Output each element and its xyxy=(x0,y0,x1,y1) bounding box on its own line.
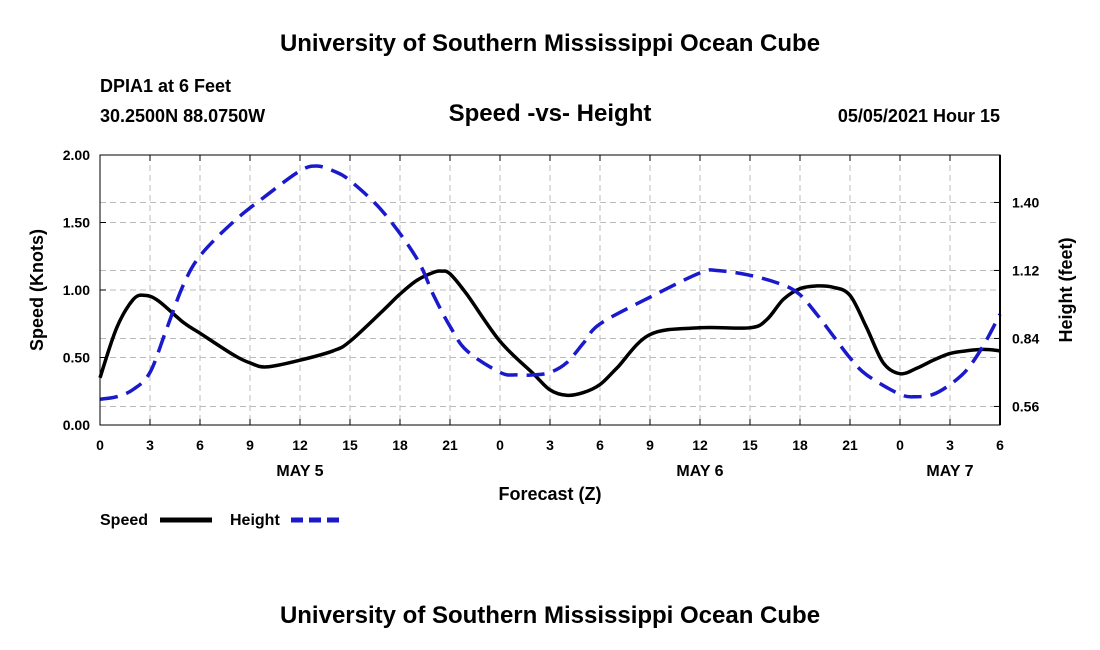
y-tick-label: 0.00 xyxy=(63,417,90,433)
grid-lines xyxy=(100,155,1000,425)
y2-tick-label: 0.56 xyxy=(1012,398,1039,414)
y2-tick-label: 0.84 xyxy=(1012,330,1039,346)
x-tick-label: 0 xyxy=(96,437,104,453)
x-tick-label: 21 xyxy=(842,437,858,453)
x-tick-label: 0 xyxy=(896,437,904,453)
x-tick-label: 18 xyxy=(392,437,408,453)
x-tick-label: 9 xyxy=(646,437,654,453)
x-tick-label: 21 xyxy=(442,437,458,453)
x-tick-label: 12 xyxy=(692,437,708,453)
forecast-timestamp: 05/05/2021 Hour 15 xyxy=(837,106,1000,126)
day-label: MAY 5 xyxy=(276,463,323,480)
x-tick-label: 3 xyxy=(146,437,154,453)
y-axis-label: Speed (Knots) xyxy=(27,229,47,351)
legend-height-label: Height xyxy=(230,512,280,529)
bottom-banner-title: University of Southern Mississippi Ocean… xyxy=(279,602,821,629)
x-axis-label: Forecast (Z) xyxy=(498,484,601,504)
y-tick-label: 0.50 xyxy=(63,350,90,366)
x-tick-label: 12 xyxy=(292,437,308,453)
x-tick-label: 18 xyxy=(792,437,808,453)
x-tick-label: 6 xyxy=(996,437,1004,453)
x-tick-label: 0 xyxy=(496,437,504,453)
x-tick-label: 15 xyxy=(742,437,758,453)
chart-title: Speed -vs- Height xyxy=(448,100,652,127)
y-tick-label: 1.50 xyxy=(63,215,90,231)
x-tick-label: 6 xyxy=(596,437,604,453)
series-lines xyxy=(98,164,1002,401)
y2-tick-label: 1.12 xyxy=(1012,262,1039,278)
station-name: DPIA1 at 6 Feet xyxy=(100,76,232,96)
y-tick-label: 2.00 xyxy=(63,147,90,163)
speed-height-chart: 0 3 6 9 12 15 18 21 0 3 6 9 12 15 18 21 0 3 6 0.00 0.50 1.00 1… xyxy=(27,147,1076,529)
x-tick-label: 6 xyxy=(196,437,204,453)
day-label: MAY 6 xyxy=(676,463,723,480)
y2-axis-label: Height (feet) xyxy=(1056,238,1076,343)
axis-ticks: 0 3 6 9 12 15 18 21 0 3 6 9 12 15 18 21 0 3 6 0.00 0.50 1.00 1… xyxy=(63,147,1040,480)
top-banner-title: University of Southern Mississippi Ocean… xyxy=(279,30,821,57)
y-tick-label: 1.00 xyxy=(63,282,90,298)
series-speed-line xyxy=(98,269,1001,398)
legend-speed-label: Speed xyxy=(100,512,148,529)
x-tick-label: 3 xyxy=(946,437,954,453)
y2-tick-label: 1.40 xyxy=(1012,194,1039,210)
x-tick-label: 3 xyxy=(546,437,554,453)
x-tick-label: 9 xyxy=(246,437,254,453)
station-coords: 30.2500N 88.0750W xyxy=(100,106,266,126)
x-tick-label: 15 xyxy=(342,437,358,453)
day-label: MAY 7 xyxy=(926,463,973,480)
chart-legend: Speed Height xyxy=(100,512,343,529)
series-height-line xyxy=(99,164,1002,401)
